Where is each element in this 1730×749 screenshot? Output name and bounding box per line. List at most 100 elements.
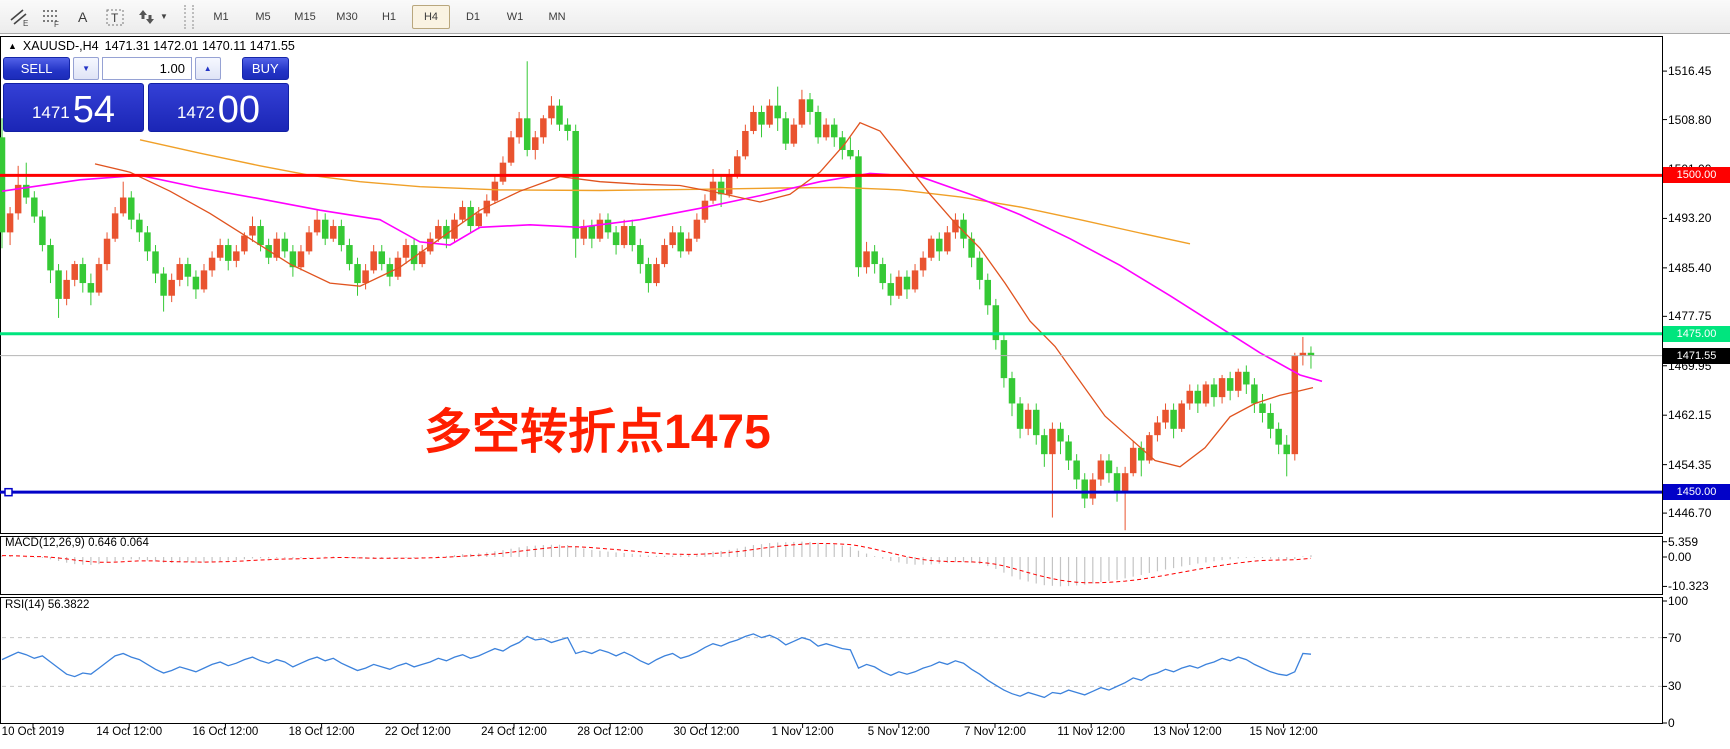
ma_mid-line: [1, 172, 1323, 383]
candle-body: [523, 118, 531, 150]
svg-text:E: E: [23, 19, 28, 28]
candle-body: [507, 137, 515, 163]
bid-quote-box[interactable]: 1471 54: [3, 83, 144, 132]
candle-body: [1275, 428, 1282, 445]
candle-body: [354, 264, 361, 284]
candle-body: [1129, 447, 1137, 474]
candle-body: [418, 251, 426, 265]
candle-body: [1202, 384, 1210, 404]
bid-line-price-tag[interactable]: 1471.55: [1663, 347, 1730, 364]
timeframe-m30-button[interactable]: M30: [336, 10, 358, 23]
candle-body: [321, 219, 329, 239]
price-axis-label: 1493.20: [1668, 211, 1712, 226]
candle-body: [111, 213, 119, 239]
candle-body: [936, 238, 943, 252]
candle-body: [200, 270, 208, 290]
candle-body: [249, 226, 256, 236]
candle-body: [1226, 378, 1234, 391]
text-tool-icon[interactable]: A: [68, 4, 98, 30]
candle-body: [1097, 460, 1105, 480]
date-axis-label: 16 Oct 12:00: [192, 726, 259, 738]
date-axis-label: 10 Oct 2019: [1, 726, 65, 738]
volume-increase-button[interactable]: ▲: [194, 57, 221, 80]
candle-body: [839, 137, 846, 150]
svg-text:T: T: [111, 11, 119, 25]
timeframe-m1-button[interactable]: M1: [213, 10, 229, 23]
collapse-triangle-icon[interactable]: ▲: [8, 41, 17, 51]
pivot-1475-price-tag[interactable]: 1475.00: [1663, 325, 1730, 342]
candle-body: [725, 175, 733, 195]
price-axis-label: 1462.15: [1668, 408, 1712, 423]
candle-body: [879, 264, 886, 284]
candle-body: [1146, 435, 1153, 461]
candle-body: [653, 264, 660, 284]
candle-body: [87, 283, 95, 293]
candle-body: [208, 257, 216, 271]
candle-body: [402, 245, 410, 258]
timeframe-mn-button[interactable]: MN: [548, 10, 566, 23]
candle-body: [289, 251, 297, 268]
candle-body: [540, 118, 547, 138]
candle-body: [192, 276, 200, 290]
candle-body: [596, 219, 604, 239]
candle-body: [1073, 460, 1080, 480]
arrows-tool-icon[interactable]: ▼: [132, 4, 172, 30]
candle-body: [564, 124, 571, 131]
volume-decrease-button[interactable]: ▼: [73, 57, 99, 80]
chevron-down-icon[interactable]: ▼: [160, 12, 168, 21]
candle-body: [620, 226, 628, 246]
bid-price-prefix: 1471: [31, 103, 70, 122]
buy-button[interactable]: BUY: [241, 57, 289, 80]
timeframe-h1-button[interactable]: H1: [381, 10, 397, 23]
equidistant-channel-icon[interactable]: E: [4, 4, 34, 30]
macd-signal-line: [1, 543, 1312, 584]
timeframe-m5-button[interactable]: M5: [255, 10, 271, 23]
candle-body: [637, 245, 644, 265]
candle-body: [22, 184, 30, 198]
panel-border: [0, 36, 1663, 534]
candle-body: [960, 219, 967, 239]
candle-body: [168, 279, 175, 296]
sell-button[interactable]: SELL: [3, 57, 71, 80]
timeframe-w1-button[interactable]: W1: [506, 10, 524, 23]
text-label-icon[interactable]: T: [100, 4, 130, 30]
date-axis-label: 30 Oct 12:00: [673, 726, 740, 738]
timeframe-d1-button[interactable]: D1: [465, 10, 481, 23]
timeframe-group: M1 M5 M15 M30 H1 H4 D1 W1 MN: [202, 4, 576, 29]
candle-body: [1307, 352, 1315, 356]
support-1450-handle[interactable]: [4, 487, 13, 497]
candle-body: [847, 149, 854, 157]
candle-body: [1283, 444, 1290, 455]
candle-body: [774, 105, 781, 119]
candle-body: [1267, 412, 1274, 429]
timeframe-m15-button[interactable]: M15: [294, 10, 316, 23]
chart-text-annotation[interactable]: 多空转折点1475: [424, 406, 771, 459]
volume-input[interactable]: [101, 57, 192, 80]
support-1450-price-tag[interactable]: 1450.00: [1663, 484, 1730, 501]
candle-body: [0, 137, 6, 233]
candle-body: [806, 99, 814, 112]
price-axis-label: 1454.35: [1668, 457, 1712, 472]
candle-body: [1162, 409, 1169, 423]
candle-body: [362, 270, 369, 284]
candle-body: [281, 238, 289, 252]
fibonacci-icon[interactable]: F: [36, 4, 66, 30]
candle-body: [224, 245, 232, 261]
candle-body: [604, 219, 612, 233]
candle-body: [313, 219, 321, 233]
candle-body: [47, 245, 54, 271]
candle-body: [628, 226, 636, 246]
toolbar-separator: [184, 4, 194, 29]
candle-body: [515, 118, 523, 138]
candle-body: [822, 124, 830, 138]
candle-body: [677, 232, 684, 252]
date-axis-label: 7 Nov 12:00: [963, 726, 1027, 738]
candle-body: [556, 105, 563, 125]
date-axis-label: 14 Oct 12:00: [96, 726, 163, 738]
resistance-1500-price-tag[interactable]: 1500.00: [1663, 167, 1730, 184]
one-click-trade-panel: SELL ▼ ▲ BUY 1471 54 1472 00: [3, 57, 289, 132]
candle-body: [1178, 403, 1185, 429]
ask-quote-box[interactable]: 1472 00: [148, 83, 289, 132]
candle-body: [976, 257, 983, 280]
timeframe-h4-button[interactable]: H4: [412, 4, 450, 29]
